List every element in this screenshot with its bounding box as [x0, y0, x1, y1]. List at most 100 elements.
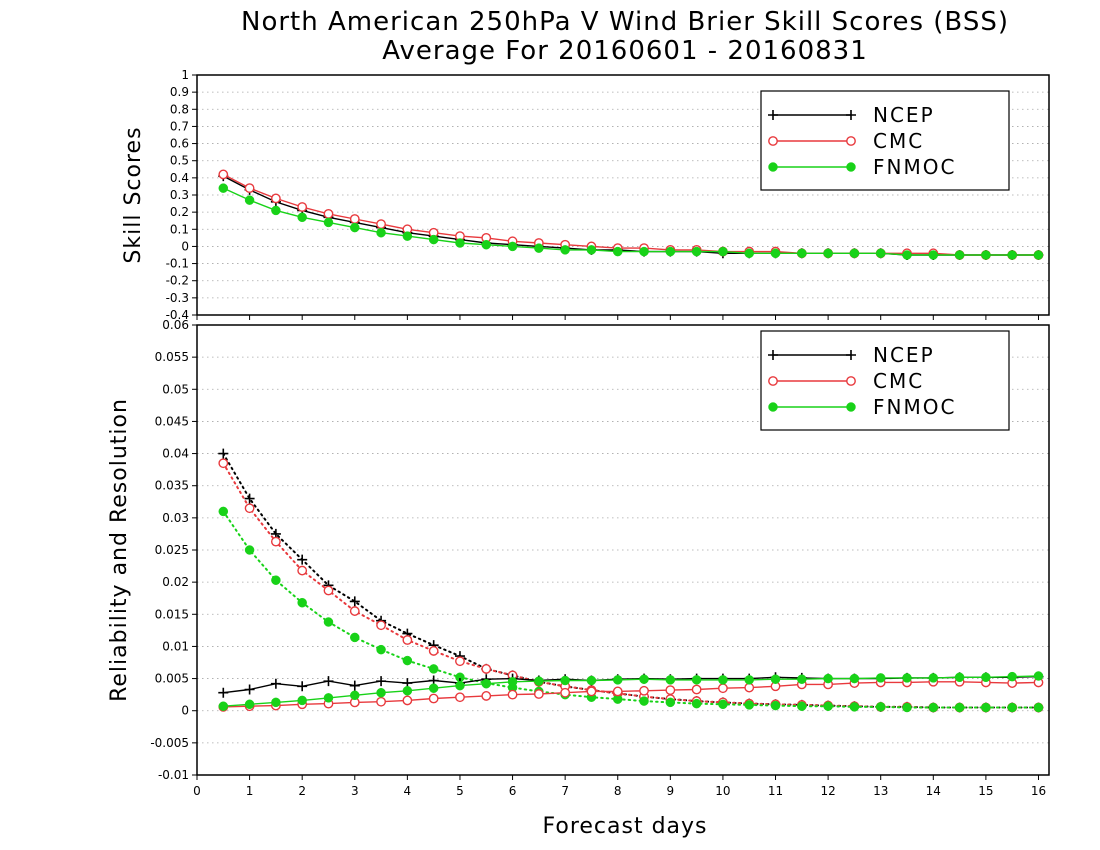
series-fnmoc-solid: [218, 183, 1044, 260]
x-axis-label: Forecast days: [542, 814, 707, 839]
data-point: [297, 565, 308, 576]
y-tick-label: -0.4: [166, 308, 189, 322]
data-point: [533, 689, 544, 699]
data-point: [376, 219, 386, 230]
data-point: [376, 227, 386, 238]
legend-marker: [846, 162, 856, 172]
data-point: [271, 575, 281, 585]
data-point: [586, 675, 597, 686]
data-point: [428, 664, 439, 674]
data-point: [849, 673, 860, 684]
data-point: [665, 697, 676, 708]
data-point: [323, 585, 334, 596]
legend-marker: [768, 110, 778, 120]
data-point: [665, 675, 676, 685]
series-fnmoc-solid: [218, 671, 1044, 711]
data-point: [297, 202, 308, 212]
data-point: [744, 248, 754, 259]
x-tick-label: 14: [926, 784, 941, 798]
data-point: [849, 702, 860, 712]
data-point: [770, 674, 781, 684]
panel-2: 0.060.0550.050.0450.040.0350.030.0250.02…: [107, 318, 1050, 798]
data-point: [323, 208, 334, 219]
data-point: [718, 246, 728, 257]
y-tick-label: 0.01: [162, 639, 189, 653]
x-tick-label: 9: [667, 784, 675, 798]
data-point: [428, 683, 439, 693]
legend-marker: [846, 350, 856, 360]
data-point: [349, 606, 360, 616]
y-tick-label: -0.005: [150, 736, 189, 750]
data-point: [244, 503, 255, 514]
series-cmc-dotted: [218, 458, 1044, 713]
data-point: [612, 686, 623, 697]
data-point: [612, 675, 623, 685]
data-point: [928, 673, 939, 683]
x-tick-label: 12: [820, 784, 835, 798]
x-tick-label: 4: [404, 784, 412, 798]
plot-frame: [196, 324, 1050, 776]
x-tick-label: 15: [978, 784, 993, 798]
data-point: [218, 687, 229, 698]
data-point: [981, 250, 991, 260]
legend-marker: [768, 402, 778, 412]
data-point: [691, 675, 702, 685]
legend-marker: [846, 402, 856, 412]
data-point: [297, 554, 308, 565]
plot-frame: [196, 74, 1050, 316]
data-point: [376, 644, 386, 655]
y-tick-label: 0.9: [170, 85, 189, 99]
data-point: [428, 693, 439, 704]
data-point: [586, 686, 597, 697]
data-point: [770, 700, 781, 711]
data-point: [244, 493, 255, 504]
data-point: [744, 682, 755, 693]
data-point: [823, 673, 833, 684]
y-tick-label: -0.3: [166, 291, 189, 305]
data-point: [270, 678, 281, 689]
data-point: [534, 676, 544, 686]
data-point: [928, 702, 939, 713]
data-point: [244, 699, 255, 710]
x-tick-label: 1: [246, 784, 254, 798]
legend-marker: [768, 162, 778, 172]
data-point: [875, 702, 886, 712]
data-point: [770, 248, 781, 259]
data-point: [560, 687, 571, 698]
data-point: [718, 683, 728, 694]
data-point: [271, 205, 281, 216]
data-point: [875, 248, 886, 259]
data-point: [639, 685, 649, 696]
y-axis-label: Skill Scores: [121, 126, 146, 263]
series-line: [222, 462, 1040, 709]
data-point: [323, 676, 334, 687]
x-tick-label: 5: [456, 784, 464, 798]
data-point: [665, 246, 676, 257]
data-point: [297, 681, 308, 692]
x-tick-label: 16: [1031, 784, 1046, 798]
y-tick-label: 0.4: [170, 171, 189, 185]
data-point: [218, 169, 229, 180]
legend-marker: [768, 376, 778, 386]
data-point: [218, 183, 229, 193]
x-tick-label: 6: [509, 784, 517, 798]
y-axis-label: Reliability and Resolution: [107, 398, 132, 702]
data-point: [402, 686, 413, 696]
y-tick-label: 0.05: [162, 382, 189, 396]
x-tick-label: 7: [561, 784, 569, 798]
data-point: [402, 231, 413, 241]
y-tick-label: 0.005: [155, 672, 189, 686]
chart-title-line-2: Average For 20160601 - 20160831: [382, 36, 868, 66]
data-point: [797, 248, 807, 259]
y-tick-label: 0.3: [170, 188, 189, 202]
data-point: [507, 677, 518, 687]
data-point: [218, 701, 229, 711]
data-point: [428, 646, 439, 656]
data-point: [376, 620, 386, 631]
data-point: [323, 693, 334, 703]
data-point: [612, 246, 623, 257]
data-point: [402, 695, 413, 706]
y-tick-label: 0.015: [155, 607, 189, 621]
data-point: [297, 597, 307, 608]
data-point: [718, 699, 728, 710]
